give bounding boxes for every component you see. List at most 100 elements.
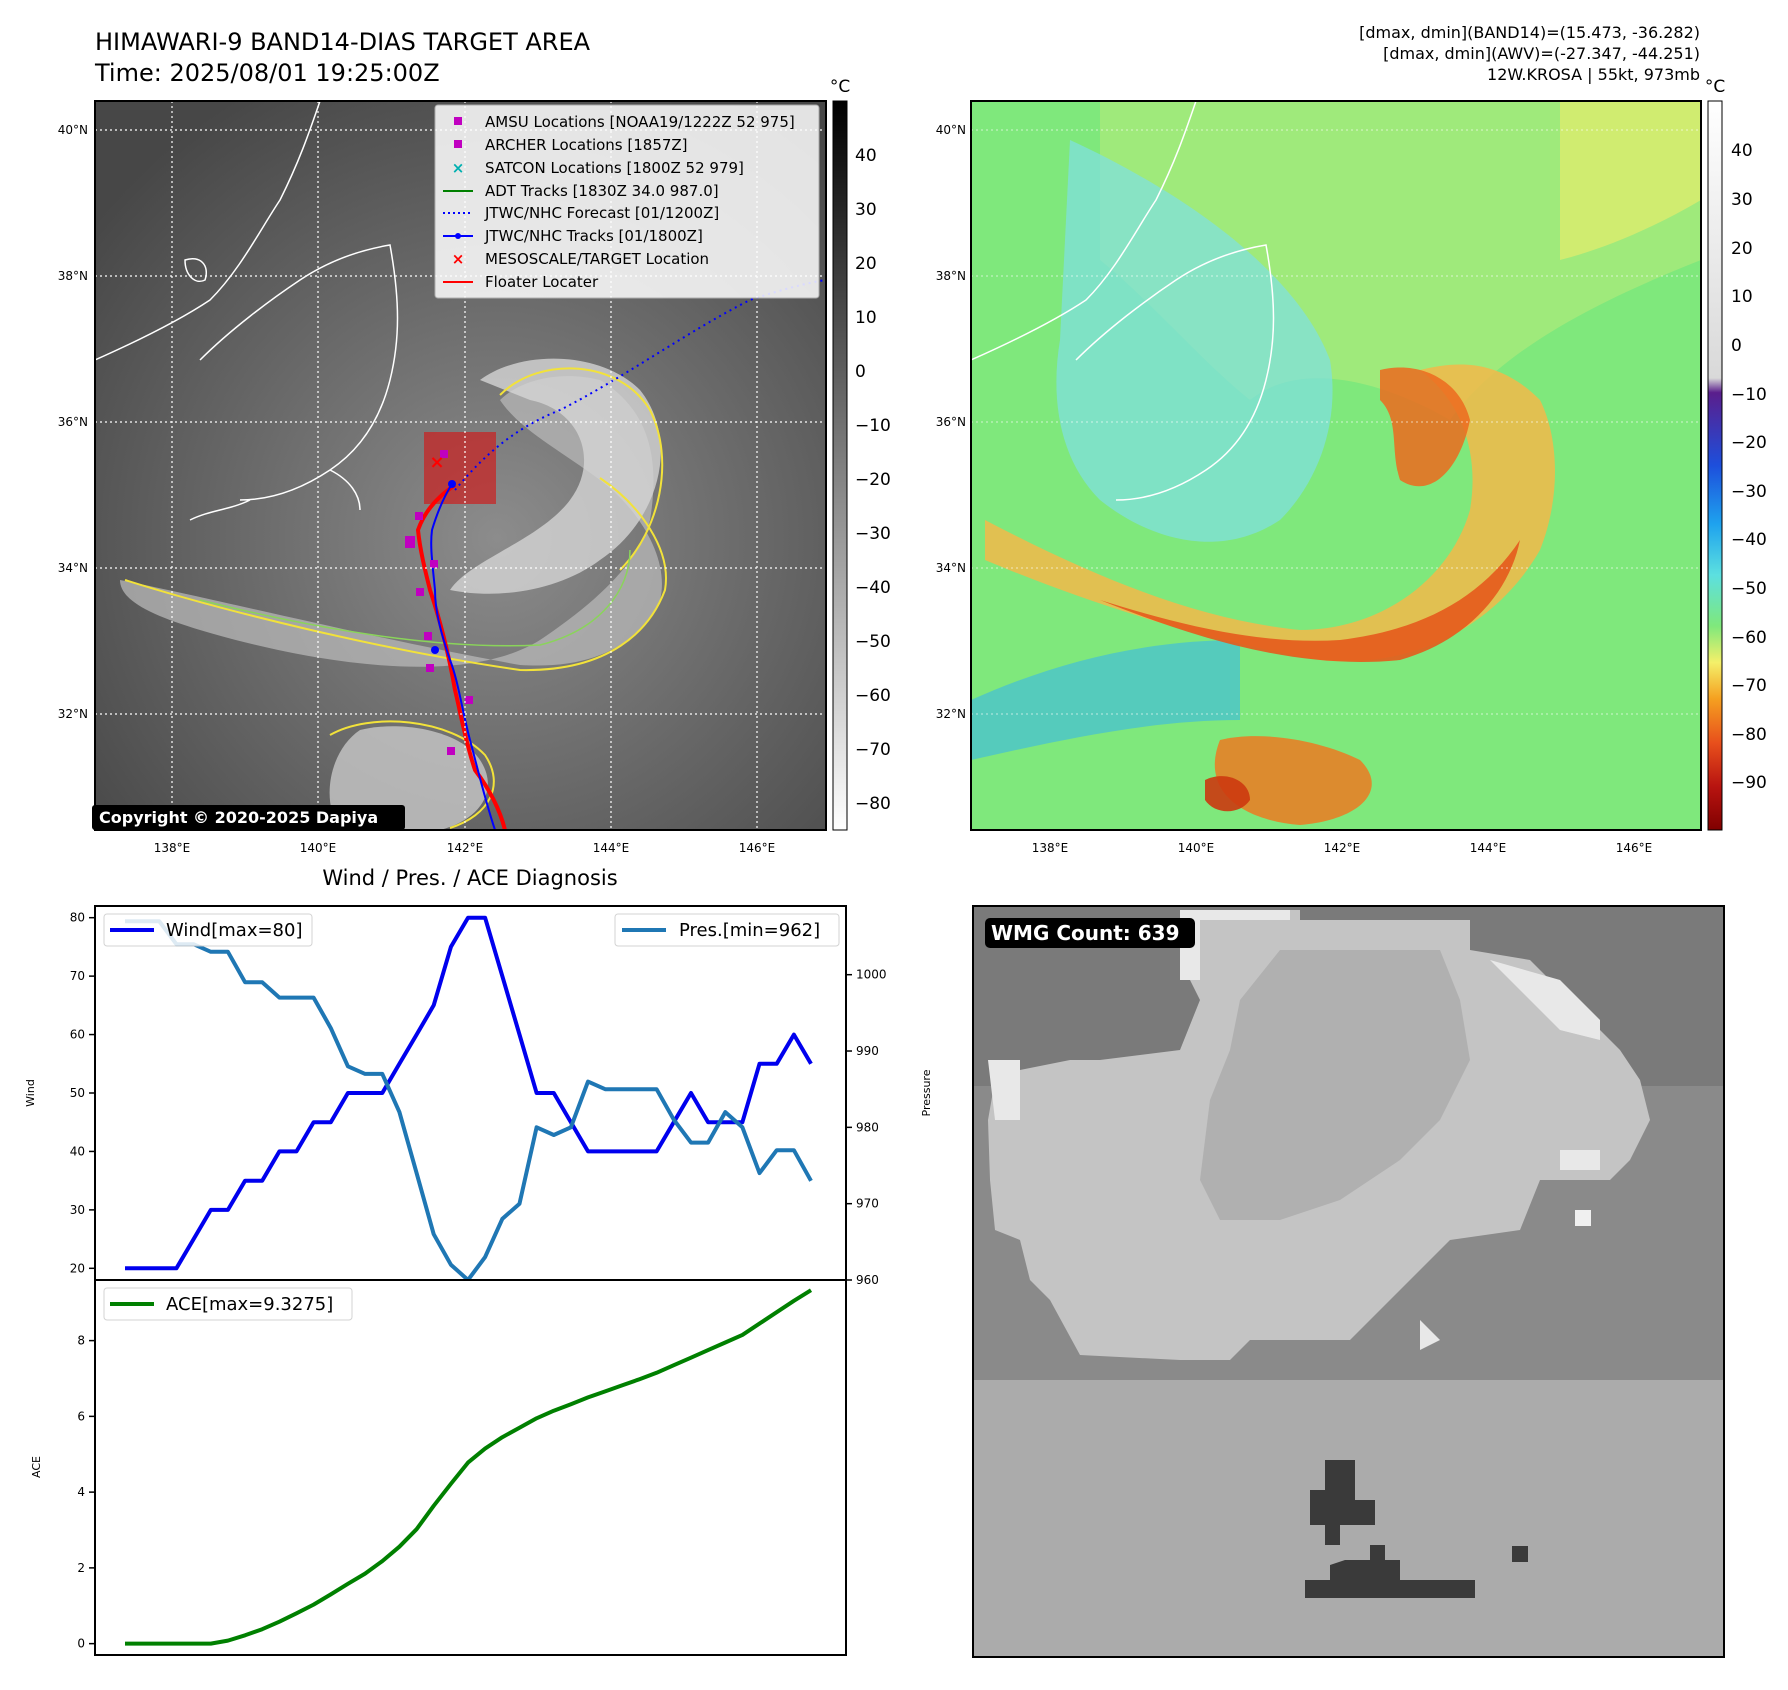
wmg-label-box — [985, 918, 1195, 948]
color-colorbar — [1707, 100, 1723, 831]
archer-location — [447, 747, 455, 755]
lat-label: 34°N — [936, 561, 966, 575]
color-map-panel — [971, 101, 1701, 830]
colorbar-tick: −60 — [855, 686, 891, 706]
y-tick-label: 2 — [77, 1561, 85, 1575]
coastline — [971, 101, 1275, 501]
color-map-spiral-head — [1380, 367, 1470, 487]
lon-label: 144°E — [593, 841, 630, 855]
ir-lat-labels: 40°N 38°N 36°N 34°N 32°N — [58, 123, 88, 721]
lon-label: 144°E — [1470, 841, 1507, 855]
copyright-text: Copyright © 2020-2025 Dapiya — [99, 808, 378, 827]
legend-marker-archer — [454, 140, 462, 148]
color-map-gridlines — [971, 129, 1701, 715]
color-colorbar-unit: °C — [1705, 77, 1725, 97]
wind-legend-label: Wind[max=80] — [166, 920, 303, 941]
y2-tick-label: 1000 — [856, 968, 887, 982]
ir-colorbar-unit: °C — [830, 77, 850, 97]
archer-location — [424, 632, 432, 640]
wmg-image — [973, 906, 1724, 1657]
legend-marker-satcon: × — [452, 159, 465, 177]
colorbar-tick: −40 — [855, 578, 891, 598]
ace-chart-frame — [94, 1279, 847, 1656]
wmg-warm-spot — [1512, 1546, 1528, 1562]
legend-label: ARCHER Locations [1857Z] — [485, 136, 688, 154]
ir-lon-labels: 138°E 140°E 142°E 144°E 146°E — [154, 841, 776, 855]
series-line-0 — [125, 1288, 813, 1646]
colorbar-tick: −60 — [1731, 628, 1767, 648]
y2-tick-label: 970 — [856, 1197, 879, 1211]
colorbar-tick: −10 — [855, 416, 891, 436]
best-track — [430, 483, 496, 830]
diagnosis-title: Wind / Pres. / ACE Diagnosis — [322, 866, 617, 890]
colorbar-tick: −10 — [1731, 385, 1767, 405]
pressure-axis-label: Pressure — [920, 1069, 933, 1116]
ir-cloud-core — [450, 358, 661, 594]
legend-marker-amsu — [454, 117, 462, 125]
colorbar-tick: −20 — [855, 470, 891, 490]
ir-contour-yellow-south — [329, 720, 495, 829]
y-tick-label: 60 — [70, 1028, 85, 1042]
y-tick-label: 4 — [77, 1485, 85, 1499]
colorbar-tick: 0 — [855, 362, 866, 382]
best-track-point — [431, 646, 439, 654]
colorbar-tick: 30 — [1731, 190, 1753, 210]
y-tick-label: 50 — [70, 1086, 85, 1100]
legend-label: JTWC/NHC Tracks [01/1800Z] — [484, 227, 703, 245]
wind-chart-frame — [94, 905, 847, 1281]
archer-location — [440, 450, 448, 458]
ir-colorbar — [832, 100, 848, 831]
colorbar-tick: −30 — [855, 524, 891, 544]
legend-label: ADT Tracks [1830Z 34.0 987.0] — [485, 182, 719, 200]
legend-label: MESOSCALE/TARGET Location — [485, 250, 709, 268]
figure-title: HIMAWARI-9 BAND14-DIAS TARGET AREA — [95, 28, 591, 56]
legend-marker-target: × — [452, 250, 465, 268]
color-map-south-core — [1205, 776, 1250, 812]
colorbar-tick: −80 — [1731, 725, 1767, 745]
colorbar-tick: −90 — [1731, 773, 1767, 793]
wmg-cold-spot — [1575, 1210, 1591, 1226]
lon-label: 142°E — [1324, 841, 1361, 855]
lat-label: 38°N — [58, 269, 88, 283]
color-map-spiral-core — [1100, 540, 1520, 662]
color-map-frame — [970, 100, 1702, 831]
color-map-spiral-band — [985, 364, 1555, 662]
colorbar-tick: −70 — [855, 740, 891, 760]
wind-chart-plot — [125, 915, 813, 1280]
legend-label: SATCON Locations [1800Z 52 979] — [485, 159, 744, 177]
wmg-frame — [972, 905, 1725, 1658]
color-map-yellow-ne — [1560, 101, 1701, 260]
coastline — [95, 101, 399, 521]
ir-colorbar-ticks: 40 30 20 10 0 −10 −20 −30 −40 −50 −60 −7… — [855, 146, 891, 814]
pressure-legend-label: Pres.[min=962] — [679, 920, 820, 941]
color-map-blue-streak — [971, 640, 1240, 760]
y-tick-label: 40 — [70, 1144, 85, 1158]
colorbar-tick: 10 — [855, 308, 877, 328]
colorbar-tick: −50 — [855, 632, 891, 652]
series-line-1 — [125, 919, 813, 1280]
colorbar-tick: −50 — [1731, 579, 1767, 599]
lon-label: 140°E — [1178, 841, 1215, 855]
ace-axis-label: ACE — [30, 1456, 43, 1478]
ace-legend-label: ACE[max=9.3275] — [166, 1294, 333, 1315]
colorbar-tick: −80 — [855, 794, 891, 814]
lat-label: 36°N — [58, 415, 88, 429]
wind-axis-label: Wind — [24, 1079, 37, 1107]
color-lon-labels: 138°E 140°E 142°E 144°E 146°E — [1032, 841, 1653, 855]
lon-label: 146°E — [739, 841, 776, 855]
lon-label: 138°E — [1032, 841, 1069, 855]
wmg-count-label: WMG Count: 639 — [991, 921, 1180, 945]
lon-label: 146°E — [1616, 841, 1653, 855]
lat-label: 40°N — [936, 123, 966, 137]
y-tick-label: 80 — [70, 911, 85, 925]
lat-label: 34°N — [58, 561, 88, 575]
lon-label: 140°E — [300, 841, 337, 855]
copyright-box — [92, 805, 405, 830]
archer-location — [430, 560, 438, 568]
map-legend: AMSU Locations [NOAA19/1222Z 52 975] ARC… — [434, 104, 820, 299]
y2-tick-label: 990 — [856, 1044, 879, 1058]
colorbar-tick: −30 — [1731, 482, 1767, 502]
lat-label: 36°N — [936, 415, 966, 429]
legend-label: Floater Locater — [485, 273, 599, 291]
